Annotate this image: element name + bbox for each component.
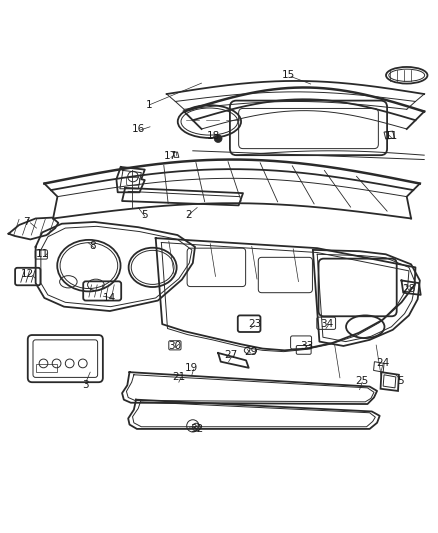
Text: 21: 21	[172, 372, 185, 382]
Circle shape	[214, 135, 222, 142]
Text: 33: 33	[300, 341, 314, 351]
Text: 27: 27	[225, 350, 238, 360]
Text: 5: 5	[141, 210, 148, 220]
Text: 17: 17	[163, 151, 177, 161]
Text: 34: 34	[321, 319, 334, 329]
Text: 32: 32	[190, 424, 203, 434]
Text: 28: 28	[402, 284, 416, 294]
Text: 1: 1	[146, 100, 152, 110]
Text: 3: 3	[82, 380, 89, 390]
Text: 5: 5	[397, 376, 403, 386]
Text: 15: 15	[281, 70, 295, 80]
Text: 11: 11	[385, 132, 398, 141]
Text: 25: 25	[356, 376, 369, 386]
Text: 19: 19	[185, 363, 198, 373]
Text: 11: 11	[35, 249, 49, 259]
Text: 14: 14	[102, 293, 116, 303]
Text: 12: 12	[21, 269, 35, 279]
Text: 16: 16	[131, 124, 145, 134]
Text: 2: 2	[185, 210, 192, 220]
Text: 7: 7	[23, 217, 29, 227]
Bar	[36, 364, 57, 372]
Text: 24: 24	[376, 358, 389, 368]
Text: 23: 23	[248, 319, 261, 329]
Text: 30: 30	[168, 341, 181, 351]
Text: 29: 29	[244, 346, 257, 357]
Text: 18: 18	[207, 132, 220, 141]
Text: 8: 8	[89, 240, 95, 251]
